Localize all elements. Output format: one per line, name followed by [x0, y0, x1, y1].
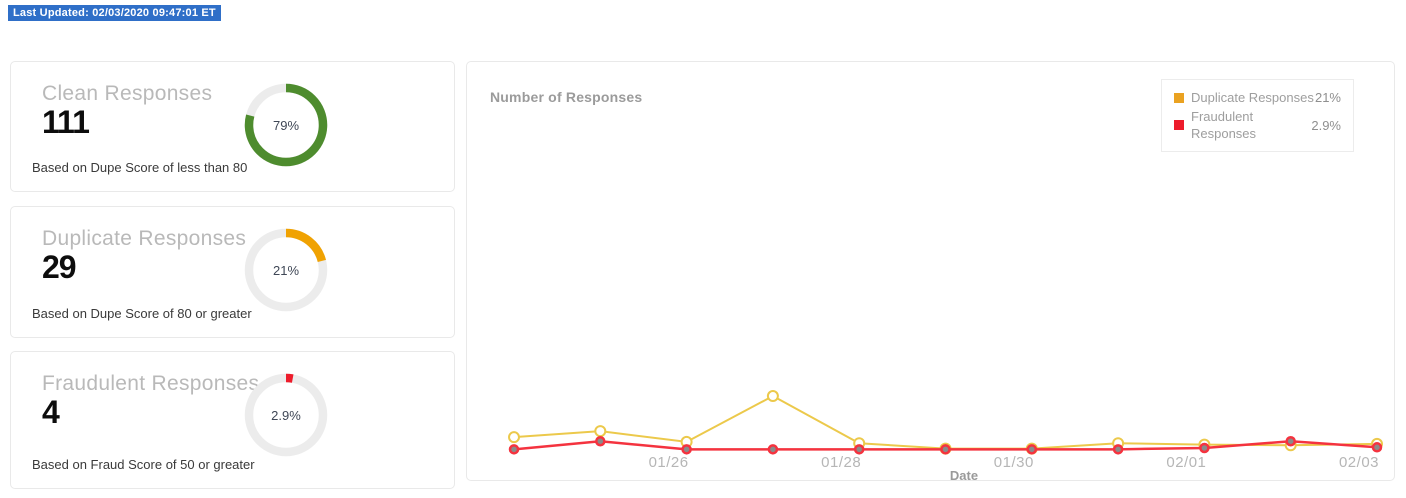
x-tick-label: 01/26	[648, 454, 689, 471]
data-point-marker	[508, 444, 520, 455]
responses-line-chart	[508, 390, 1383, 455]
legend-value: 2.9%	[1311, 117, 1341, 133]
legend-value: 21%	[1314, 90, 1341, 105]
legend-item-fraudulent[interactable]: Fraudulent Responses 2.9%	[1174, 108, 1341, 142]
duplicate-donut-chart: 21%	[244, 228, 328, 312]
data-point-marker	[940, 444, 951, 455]
duplicate-responses-card: Duplicate Responses 29 Based on Dupe Sco…	[10, 206, 455, 338]
duplicate-legend-swatch	[1174, 92, 1184, 103]
card-title: Clean Responses	[42, 82, 213, 105]
data-point-marker	[1199, 442, 1210, 454]
data-point-marker	[1285, 435, 1296, 447]
x-tick-label: 01/28	[821, 454, 862, 471]
card-caption: Based on Fraud Score of 50 or greater	[32, 457, 255, 472]
data-point-marker	[767, 444, 779, 455]
x-tick-label: 01/30	[993, 454, 1034, 471]
x-tick-label: 02/01	[1166, 454, 1207, 471]
card-value: 111	[42, 104, 90, 140]
data-point-marker	[853, 444, 865, 455]
data-point-marker	[594, 425, 607, 438]
x-axis-label: Date	[949, 468, 979, 483]
fraudulent-responses-card: Fraudulent Responses 4 Based on Fraud Sc…	[10, 351, 455, 489]
legend-label: Duplicate Responses	[1191, 90, 1314, 105]
data-point-marker	[1026, 444, 1038, 455]
card-title: Duplicate Responses	[42, 227, 247, 250]
chart-legend: Duplicate Responses 21% Fraudulent Respo…	[1161, 79, 1354, 152]
card-caption: Based on Dupe Score of less than 80	[32, 160, 248, 175]
last-updated-badge: Last Updated: 02/03/2020 09:47:01 ET	[8, 5, 221, 21]
card-value: 29	[42, 249, 77, 285]
data-point-marker	[595, 435, 606, 447]
data-point-marker	[1371, 442, 1383, 453]
fraudulent-donut-chart: 2.9%	[244, 373, 328, 457]
legend-item-duplicate[interactable]: Duplicate Responses 21%	[1174, 89, 1341, 106]
data-point-marker	[681, 444, 692, 455]
data-point-marker	[1112, 444, 1124, 455]
x-tick-label: 02/03	[1338, 454, 1380, 471]
line-series	[513, 394, 1378, 450]
clean-donut-chart: 79%	[244, 83, 328, 167]
clean-responses-card: Clean Responses 111 Based on Dupe Score …	[10, 61, 455, 192]
donut-percent-label: 21%	[272, 262, 300, 278]
card-value: 4	[42, 394, 60, 430]
responses-chart-panel: Number of Responses Duplicate Responses …	[466, 61, 1395, 483]
fraudulent-legend-swatch	[1174, 120, 1184, 130]
donut-percent-label: 2.9%	[271, 407, 301, 423]
donut-percent-label: 79%	[272, 117, 300, 133]
data-point-marker	[508, 431, 520, 444]
card-title: Fraudulent Responses	[42, 372, 260, 395]
card-caption: Based on Dupe Score of 80 or greater	[32, 306, 252, 321]
y-axis-title: Number of Responses	[490, 89, 643, 105]
data-point-marker	[766, 390, 779, 403]
legend-label: Fraudulent Responses	[1191, 109, 1257, 141]
